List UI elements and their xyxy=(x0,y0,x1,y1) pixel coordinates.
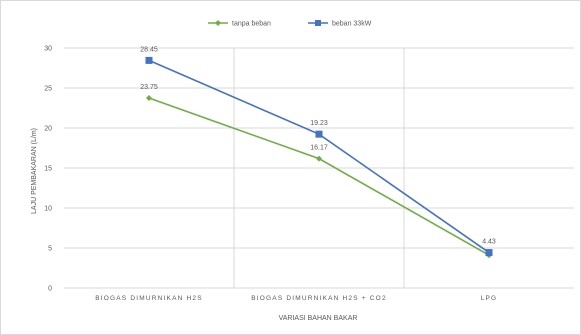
data-label: 23.75 xyxy=(140,84,158,91)
y-tick-label: 10 xyxy=(44,206,52,213)
y-axis-title: LAJU PEMBAKARAN (L/m) xyxy=(31,128,38,214)
data-point-marker xyxy=(485,249,493,257)
y-tick-label: 0 xyxy=(48,286,52,293)
x-category-label: LPG xyxy=(481,295,498,302)
data-point-marker xyxy=(146,95,152,101)
y-tick-label: 25 xyxy=(44,86,52,93)
legend-marker xyxy=(215,20,221,26)
y-tick-label: 30 xyxy=(44,46,52,53)
x-category-labels: BIOGAS DIMURNIKAN H2S BIOGAS DIMURNIKAN H… xyxy=(95,295,498,302)
series-1: 28.45 19.23 4.43 xyxy=(140,46,496,257)
y-tick-label: 20 xyxy=(44,126,52,133)
x-category-label: BIOGAS DIMURNIKAN H2S xyxy=(95,295,203,302)
series-0: 23.75 16.17 xyxy=(140,84,492,259)
x-category-label: BIOGAS DIMURNIKAN H2S + CO2 xyxy=(251,295,387,302)
y-tick-label: 5 xyxy=(48,246,52,253)
data-label: 19.23 xyxy=(310,120,328,127)
gridlines xyxy=(64,47,574,289)
legend-label: beban 33kW xyxy=(332,21,372,28)
legend-marker xyxy=(315,20,321,26)
data-label: 4.43 xyxy=(482,239,496,246)
x-axis-title: VARIASI BAHAN BAKAR xyxy=(279,315,358,322)
legend-label: tanpa beban xyxy=(232,21,271,28)
y-tick-labels: 0 5 10 15 20 25 30 xyxy=(44,46,52,293)
data-point-marker xyxy=(145,56,153,64)
data-label: 16.17 xyxy=(310,145,328,152)
data-point-marker xyxy=(315,130,323,138)
data-point-marker xyxy=(316,155,322,162)
legend: tanpa beban beban 33kW xyxy=(208,20,372,28)
series-layer: 23.75 16.17 28.45 19.23 4.43 xyxy=(140,46,496,259)
data-label: 28.45 xyxy=(140,46,158,53)
y-tick-label: 15 xyxy=(44,166,52,173)
